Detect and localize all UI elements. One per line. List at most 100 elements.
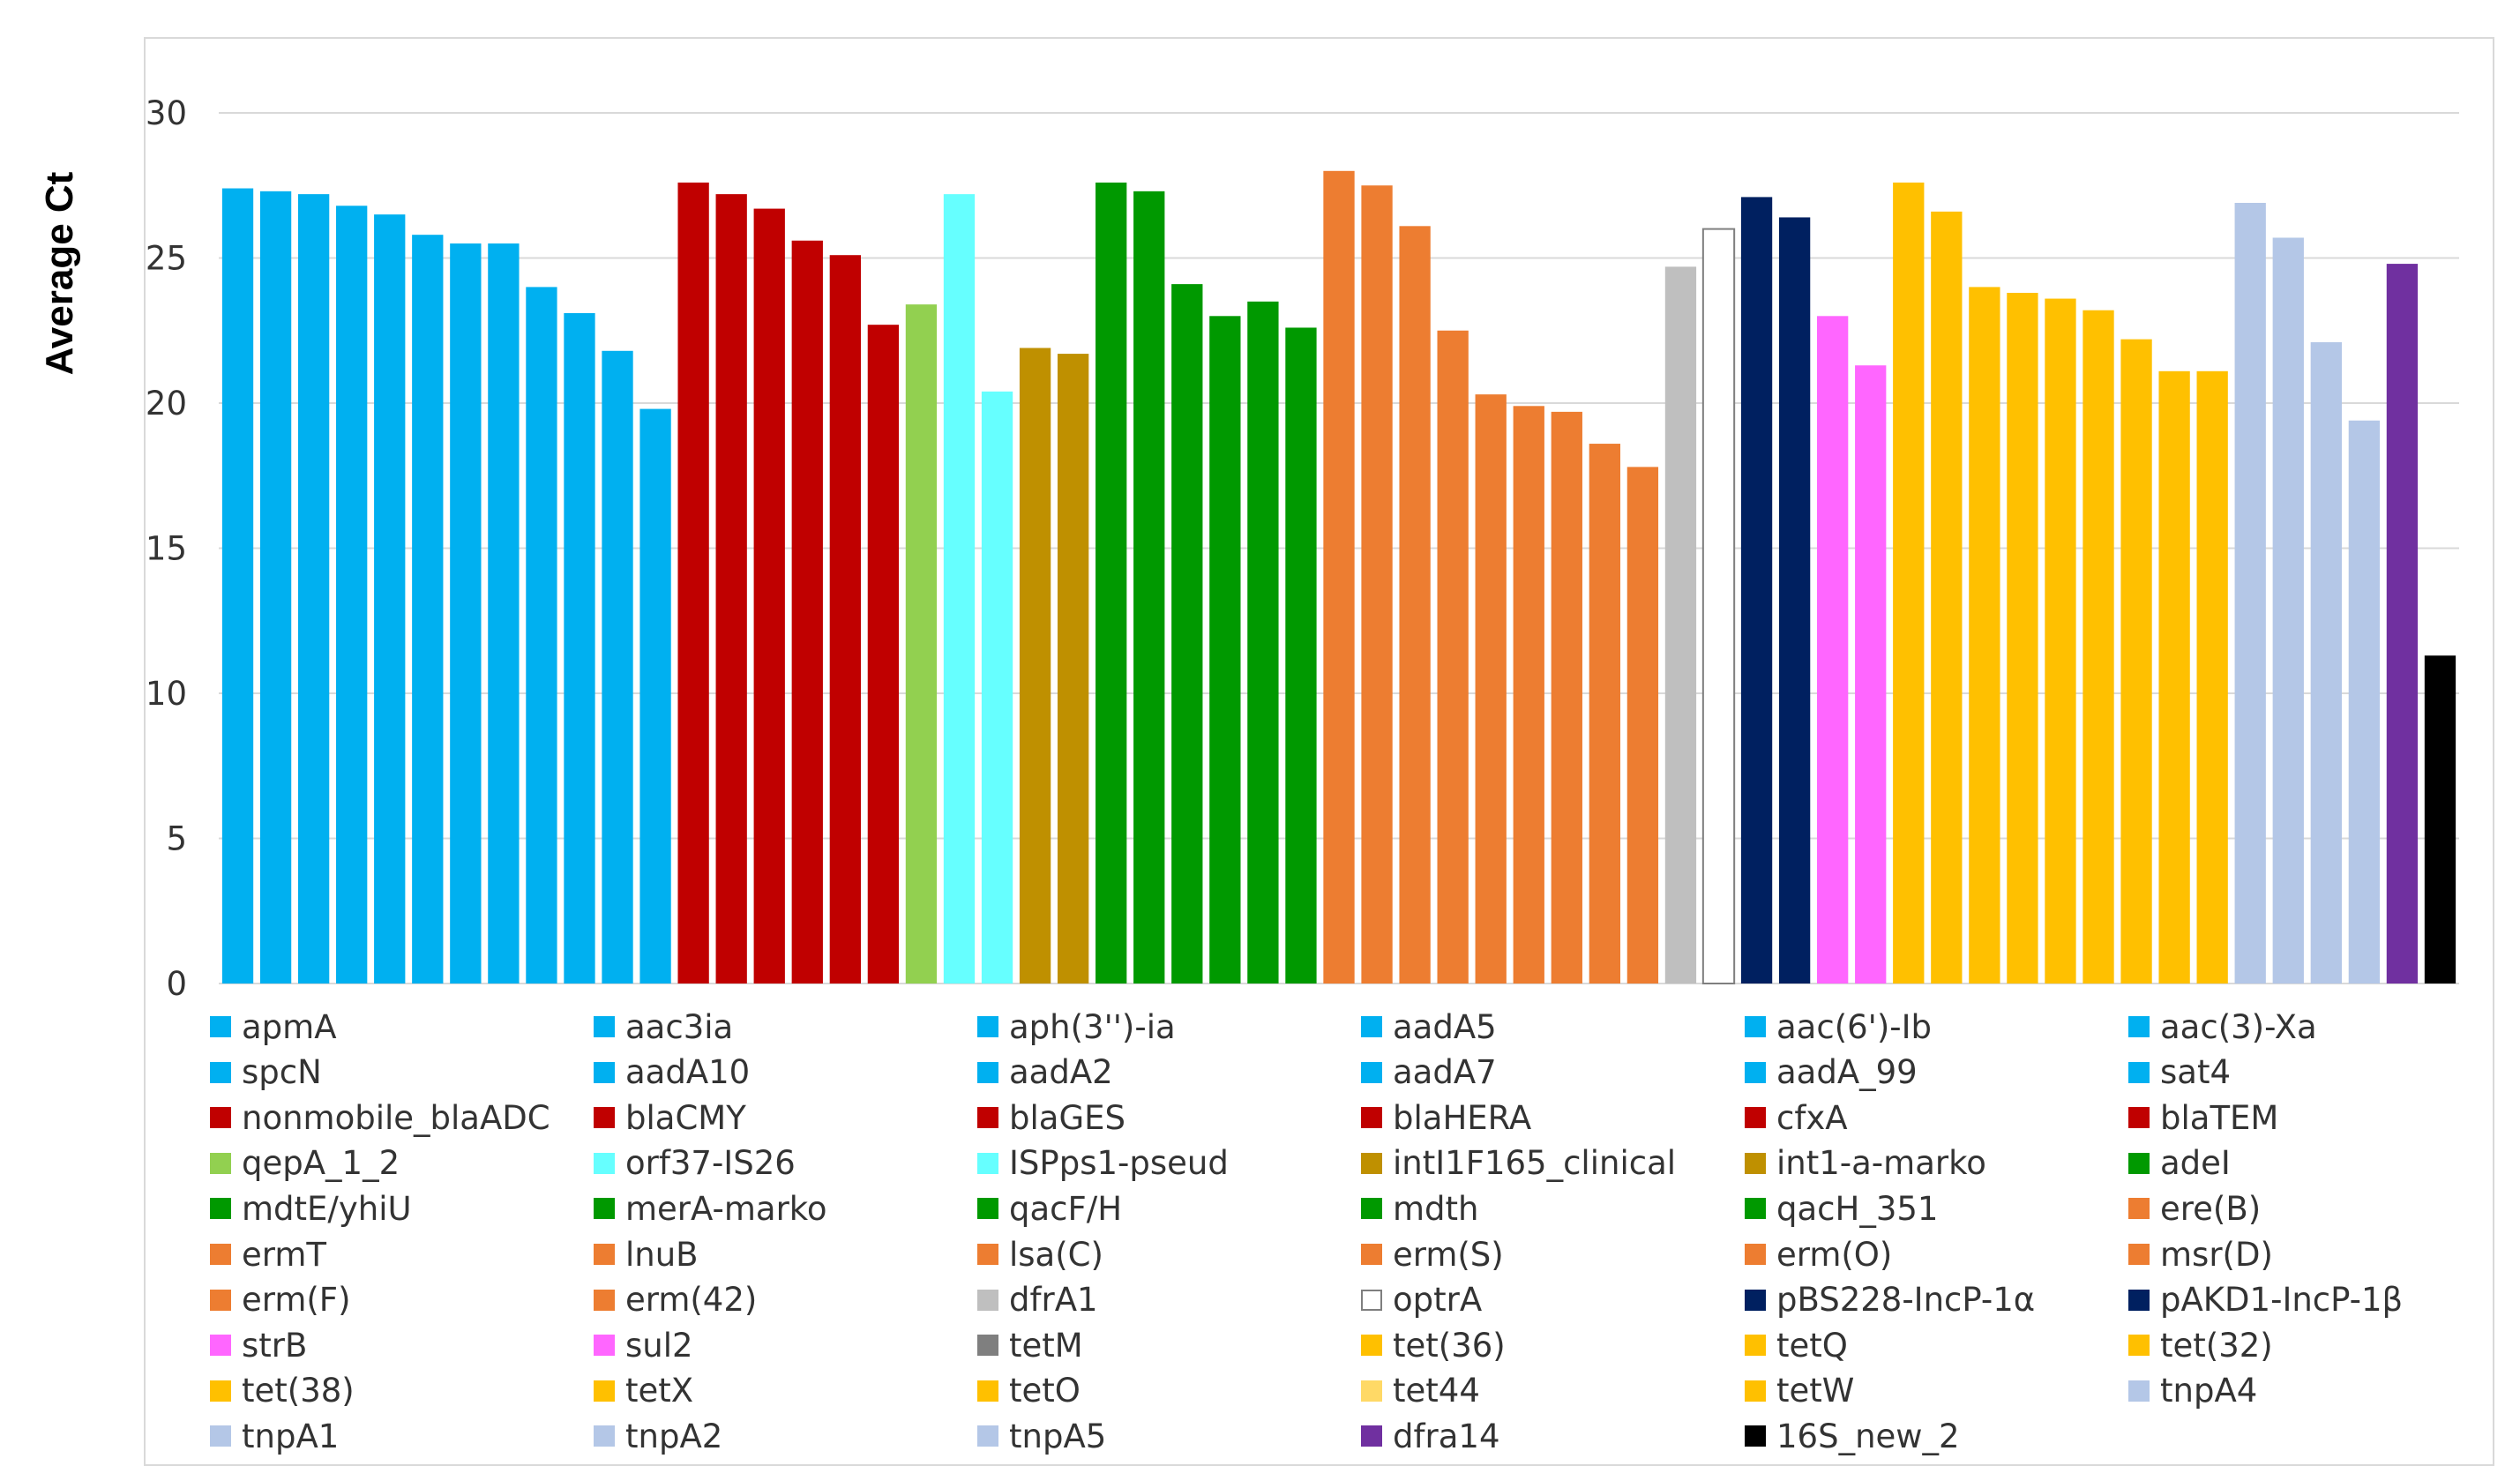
bar <box>1626 467 1659 984</box>
legend-swatch <box>210 1152 231 1174</box>
legend-item: tnpA1 <box>210 1417 339 1455</box>
y-axis-title: Average Ct <box>38 171 81 375</box>
bar <box>2045 298 2076 984</box>
legend-label: sat4 <box>2160 1053 2231 1092</box>
legend-label: erm(O) <box>1776 1235 1893 1274</box>
legend-label: mdtE/yhiU <box>242 1189 412 1228</box>
legend-label: orf37-IS26 <box>625 1144 796 1183</box>
legend-label: blaTEM <box>2160 1098 2279 1137</box>
legend-item: aadA10 <box>594 1053 750 1092</box>
legend-swatch <box>2128 1061 2150 1083</box>
bar <box>2234 202 2266 984</box>
legend-item: ere(B) <box>2128 1189 2261 1228</box>
bar <box>602 350 633 984</box>
legend-swatch <box>2128 1289 2150 1311</box>
legend-label: spcN <box>242 1053 322 1092</box>
bar <box>1095 182 1127 984</box>
legend-item: tet44 <box>1361 1372 1480 1410</box>
legend-item: tetM <box>977 1326 1083 1365</box>
legend-swatch <box>594 1061 615 1083</box>
legend-label: aph(3'')-ia <box>1009 1007 1176 1046</box>
legend-item: intI1F165_clinical <box>1361 1144 1676 1183</box>
legend-item: aac(6')-Ib <box>1745 1007 1932 1046</box>
bar <box>867 325 900 984</box>
legend-label: pBS228-IncP-1α <box>1776 1281 2036 1320</box>
bar <box>412 235 444 984</box>
legend-label: lsa(C) <box>1009 1235 1103 1274</box>
legend-item: erm(F) <box>210 1281 351 1320</box>
legend-label: aadA2 <box>1009 1053 1113 1092</box>
legend-item: tet(38) <box>210 1372 355 1410</box>
bar <box>639 408 671 984</box>
bar <box>1475 394 1507 984</box>
bar <box>1931 211 1963 984</box>
legend-item: blaCMY <box>594 1098 746 1137</box>
legend-label: tet(32) <box>2160 1326 2273 1365</box>
legend-item: blaHERA <box>1361 1098 1531 1137</box>
bar <box>2386 264 2419 984</box>
legend-item: apmA <box>210 1007 337 1046</box>
legend-item: lsa(C) <box>977 1235 1103 1274</box>
legend-label: aadA5 <box>1393 1007 1497 1046</box>
legend-item: 16S_new_2 <box>1745 1417 1960 1455</box>
legend-swatch <box>594 1335 615 1357</box>
y-tick-label: 25 <box>146 240 187 278</box>
legend-swatch <box>977 1016 998 1037</box>
bar <box>2310 341 2342 984</box>
bar <box>829 255 861 984</box>
legend-swatch <box>1745 1016 1766 1037</box>
legend-swatch <box>2128 1152 2150 1174</box>
legend-item: pAKD1-IncP-1β <box>2128 1281 2403 1320</box>
y-tick-label: 30 <box>146 94 187 132</box>
legend-swatch <box>1361 1380 1382 1402</box>
legend-swatch <box>1745 1061 1766 1083</box>
legend-label: tnpA5 <box>1009 1417 1107 1455</box>
legend-label: 16S_new_2 <box>1776 1417 1960 1455</box>
legend-item: strB <box>210 1326 307 1365</box>
y-tick-label: 5 <box>166 820 187 858</box>
legend-label: tnpA2 <box>625 1417 723 1455</box>
legend-item: aadA7 <box>1361 1053 1497 1092</box>
bar <box>1778 217 1811 984</box>
legend-label: merA-marko <box>625 1189 827 1228</box>
legend-label: blaGES <box>1009 1098 1125 1137</box>
legend-label: apmA <box>242 1007 337 1046</box>
legend-item: int1-a-marko <box>1745 1144 1986 1183</box>
legend-swatch <box>210 1061 231 1083</box>
legend-item: ermT <box>210 1235 326 1274</box>
bar <box>1323 170 1355 984</box>
legend-item: msr(D) <box>2128 1235 2273 1274</box>
legend-label: aac3ia <box>625 1007 734 1046</box>
legend-swatch <box>210 1380 231 1402</box>
legend-swatch <box>1745 1335 1766 1357</box>
bar <box>259 191 292 984</box>
legend-item: blaTEM <box>2128 1098 2278 1137</box>
bar <box>715 194 747 984</box>
legend-label: tetO <box>1009 1372 1081 1410</box>
legend-item: tetO <box>977 1372 1081 1410</box>
legend-label: ere(B) <box>2160 1189 2262 1228</box>
legend-swatch <box>1745 1289 1766 1311</box>
legend-item: tnpA4 <box>2128 1372 2257 1410</box>
legend-label: qacH_351 <box>1776 1189 1939 1228</box>
legend-item: tetX <box>594 1372 693 1410</box>
bar <box>564 313 595 984</box>
bar <box>1969 287 2000 984</box>
bar <box>1171 284 1203 984</box>
legend-item: cfxA <box>1745 1098 1848 1137</box>
legend-item: aadA5 <box>1361 1007 1497 1046</box>
legend-swatch <box>1361 1425 1382 1447</box>
legend-item: aac(3)-Xa <box>2128 1007 2317 1046</box>
legend-swatch <box>2128 1107 2150 1129</box>
legend-swatch <box>594 1425 615 1447</box>
bar <box>2158 370 2190 984</box>
y-tick-label: 20 <box>146 385 187 423</box>
legend-label: dfra14 <box>1393 1417 1500 1455</box>
legend-swatch <box>977 1107 998 1129</box>
bar <box>526 287 557 984</box>
bar <box>1247 301 1279 984</box>
bar <box>297 194 330 984</box>
bar <box>1133 191 1165 984</box>
legend-swatch <box>1361 1016 1382 1037</box>
legend-swatch <box>594 1289 615 1311</box>
